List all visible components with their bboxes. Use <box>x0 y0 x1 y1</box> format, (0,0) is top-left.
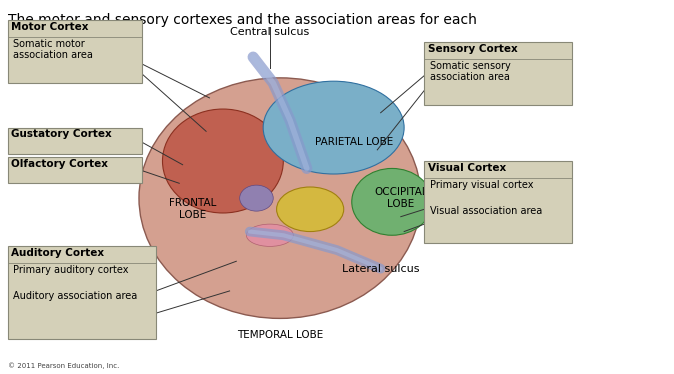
Ellipse shape <box>263 81 404 174</box>
FancyBboxPatch shape <box>8 20 142 83</box>
Text: Auditory association area: Auditory association area <box>13 291 137 301</box>
FancyBboxPatch shape <box>424 161 572 243</box>
Text: FRONTAL
LOBE: FRONTAL LOBE <box>169 199 216 220</box>
FancyBboxPatch shape <box>8 128 142 154</box>
FancyBboxPatch shape <box>424 42 572 105</box>
Text: Motor Cortex: Motor Cortex <box>11 22 89 32</box>
Text: Lateral sulcus: Lateral sulcus <box>342 264 419 274</box>
Ellipse shape <box>162 109 283 213</box>
Ellipse shape <box>139 78 421 318</box>
Ellipse shape <box>276 187 344 232</box>
FancyBboxPatch shape <box>8 157 142 183</box>
Text: OCCIPITAL
LOBE: OCCIPITAL LOBE <box>374 187 427 209</box>
Ellipse shape <box>247 224 293 246</box>
Text: Primary visual cortex: Primary visual cortex <box>429 180 533 190</box>
Text: Primary auditory cortex: Primary auditory cortex <box>13 265 129 275</box>
Text: Olfactory Cortex: Olfactory Cortex <box>11 159 109 169</box>
Ellipse shape <box>352 168 432 235</box>
Text: Auditory Cortex: Auditory Cortex <box>11 248 104 258</box>
Text: Visual Cortex: Visual Cortex <box>427 163 506 173</box>
Text: © 2011 Pearson Education, Inc.: © 2011 Pearson Education, Inc. <box>8 362 119 369</box>
Text: Gustatory Cortex: Gustatory Cortex <box>11 129 112 140</box>
Text: Somatic sensory
association area: Somatic sensory association area <box>429 61 510 82</box>
Text: Central sulcus: Central sulcus <box>231 27 309 37</box>
Ellipse shape <box>240 185 273 211</box>
Text: Somatic motor
association area: Somatic motor association area <box>13 39 93 60</box>
Text: The motor and sensory cortexes and the association areas for each: The motor and sensory cortexes and the a… <box>8 12 477 27</box>
Text: PARIETAL LOBE: PARIETAL LOBE <box>315 138 393 147</box>
Text: Visual association area: Visual association area <box>429 206 542 215</box>
Text: TEMPORAL LOBE: TEMPORAL LOBE <box>237 331 323 340</box>
Text: Sensory Cortex: Sensory Cortex <box>427 44 518 54</box>
FancyBboxPatch shape <box>8 246 156 339</box>
